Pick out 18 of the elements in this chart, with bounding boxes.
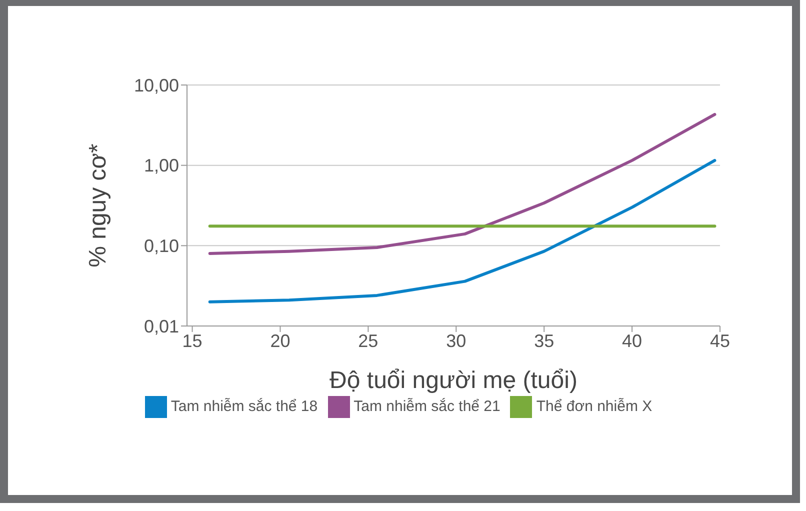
y-tick-label: 0,10 — [144, 236, 179, 256]
legend-label: Thể đơn nhiễm X — [536, 398, 652, 415]
x-tick-label: 20 — [270, 330, 290, 351]
line-series — [208, 112, 716, 255]
y-tick-label: 10,00 — [134, 75, 179, 96]
x-tick-label: 15 — [182, 330, 202, 351]
x-axis-title: Độ tuổi người mẹ (tuổi) — [330, 367, 578, 394]
y-tick-label: 0,01 — [144, 316, 179, 336]
y-axis-title: % nguy cơ* — [84, 144, 112, 268]
x-tick-label: 40 — [622, 330, 642, 351]
x-tick-label: 25 — [358, 330, 378, 351]
x-tick-label: 35 — [534, 330, 554, 351]
x-tick-label: 30 — [446, 330, 466, 351]
x-tick-label: 45 — [710, 330, 730, 351]
y-tick-label: 1,00 — [144, 156, 179, 176]
legend-label: Tam nhiễm sắc thể 21 — [354, 398, 500, 415]
legend-label: Tam nhiễm sắc thể 18 — [170, 398, 318, 415]
line-series — [208, 158, 716, 304]
